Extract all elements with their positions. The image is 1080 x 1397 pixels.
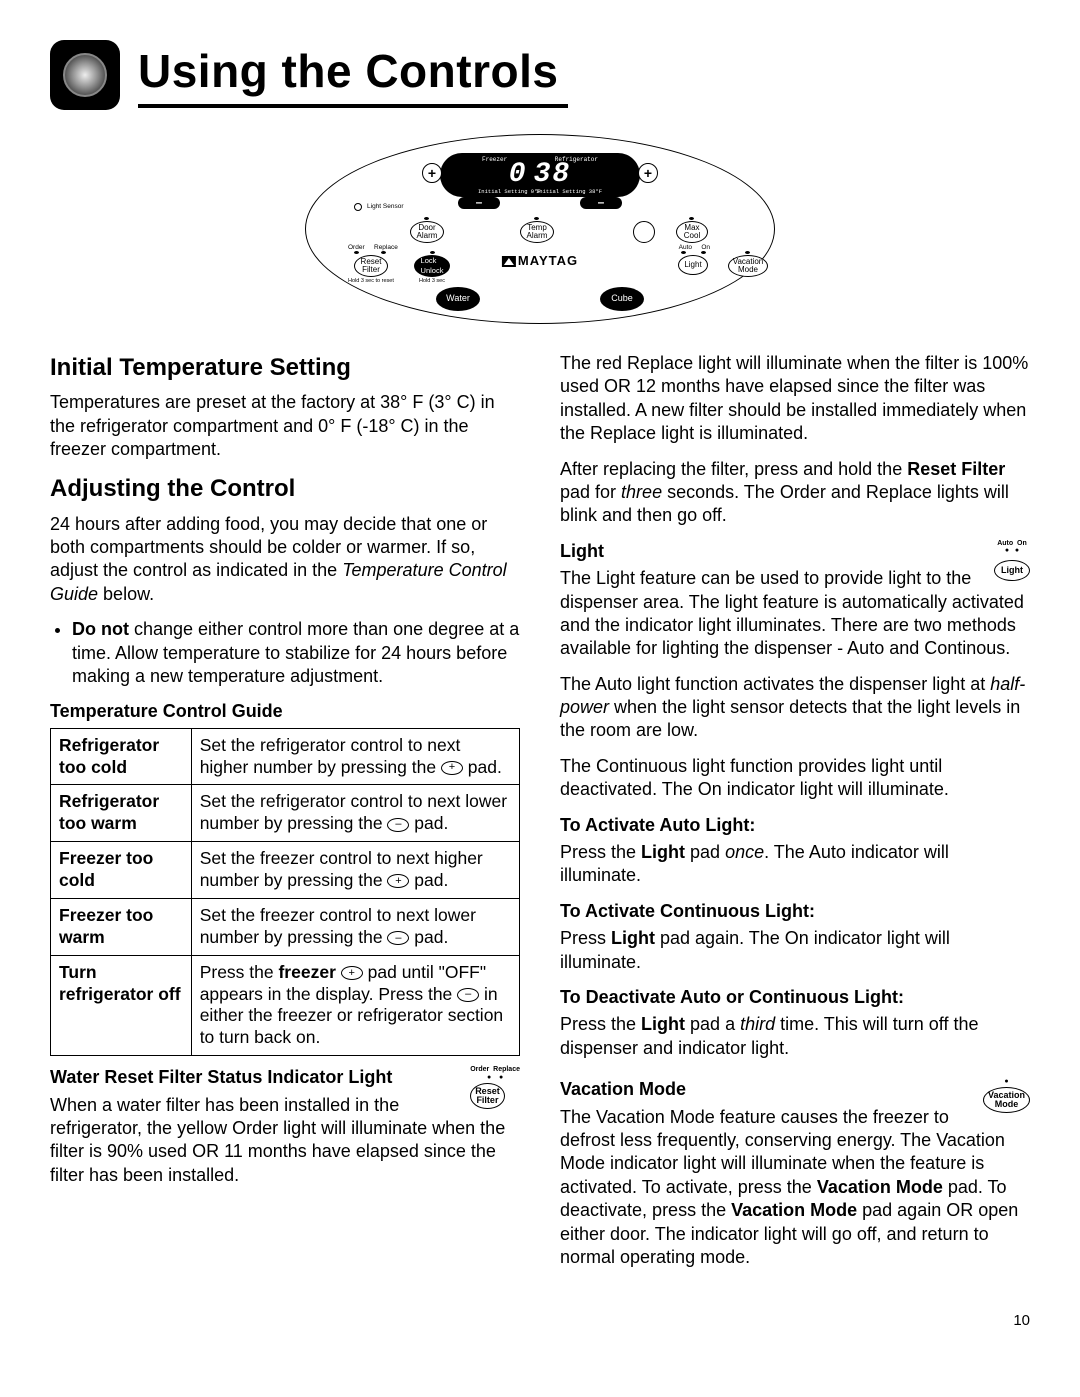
table-row: Turn refrigerator off Press the freezer …: [51, 955, 520, 1056]
door-alarm-button[interactable]: Door Alarm: [410, 221, 444, 243]
minus-icon: –: [387, 931, 409, 945]
deactivate-light-text: Press the Light pad a third time. This w…: [560, 1013, 1030, 1060]
table-row: Freezer too cold Set the freezer control…: [51, 842, 520, 899]
max-cool-button[interactable]: Max Cool: [676, 221, 708, 243]
lock-unlock-button[interactable]: Lock Unlock: [414, 255, 450, 277]
table-row: Refrigerator too cold Set the refrigerat…: [51, 728, 520, 785]
replace-light-text: The red Replace light will illuminate wh…: [560, 352, 1030, 446]
plus-icon: +: [387, 874, 409, 888]
initial-temp-text: Temperatures are preset at the factory a…: [50, 391, 520, 461]
right-column: The red Replace light will illuminate wh…: [560, 352, 1030, 1281]
page-header: Using the Controls: [50, 40, 1030, 110]
control-panel-figure: Freezer Refrigerator 0 38 Initial Settin…: [50, 134, 1030, 324]
page-title: Using the Controls: [138, 42, 568, 108]
adjusting-text: 24 hours after adding food, you may deci…: [50, 513, 520, 607]
reset-filter-icon: Order Replace● ● Reset Filter: [470, 1066, 520, 1109]
temperature-control-guide-table: Refrigerator too cold Set the refrigerat…: [50, 728, 520, 1057]
heading-adjusting: Adjusting the Control: [50, 473, 520, 504]
light-heading: Auto On● ● Light Light: [560, 540, 1030, 563]
freezer-plus-button[interactable]: +: [422, 163, 442, 183]
do-not-bullet: Do not change either control more than o…: [72, 618, 520, 688]
auto-light-heading: To Activate Auto Light:: [560, 814, 1030, 837]
temperature-display: Freezer Refrigerator 0 38 Initial Settin…: [440, 153, 640, 197]
continuous-light-text: Press Light pad again. The On indicator …: [560, 927, 1030, 974]
filter-text: When a water filter has been installed i…: [50, 1094, 520, 1188]
cube-button[interactable]: Cube: [600, 287, 644, 311]
water-button[interactable]: Water: [436, 287, 480, 311]
table-row: Refrigerator too warm Set the refrigerat…: [51, 785, 520, 842]
filter-heading: Order Replace● ● Reset Filter Water Rese…: [50, 1066, 520, 1089]
deactivate-light-heading: To Deactivate Auto or Continuous Light:: [560, 986, 1030, 1009]
brand-label: MAYTAG: [502, 253, 578, 270]
freezer-minus-button[interactable]: –: [458, 197, 500, 209]
light-button[interactable]: Light: [678, 255, 708, 275]
plus-icon: +: [341, 966, 363, 980]
light-icon: Auto On● ● Light: [994, 540, 1030, 581]
light-text-2: The Auto light function activates the di…: [560, 673, 1030, 743]
vacation-text: The Vacation Mode feature causes the fre…: [560, 1106, 1030, 1270]
vacation-mode-button[interactable]: Vacation Mode: [728, 255, 768, 277]
fridge-minus-button[interactable]: –: [580, 197, 622, 209]
reset-filter-button[interactable]: Reset Filter: [354, 255, 388, 277]
heading-initial-temp: Initial Temperature Setting: [50, 352, 520, 383]
round-button[interactable]: [633, 221, 655, 243]
auto-light-text: Press the Light pad once. The Auto indic…: [560, 841, 1030, 888]
table-row: Freezer too warm Set the freezer control…: [51, 898, 520, 955]
light-text-3: The Continuous light function provides l…: [560, 755, 1030, 802]
temp-alarm-button[interactable]: Temp Alarm: [520, 221, 554, 243]
light-sensor-icon: Light Sensor: [354, 195, 404, 218]
fridge-plus-button[interactable]: +: [638, 163, 658, 183]
plus-icon: +: [441, 761, 463, 775]
left-column: Initial Temperature Setting Temperatures…: [50, 352, 520, 1281]
light-text-1: The Light feature can be used to provide…: [560, 567, 1030, 661]
minus-icon: –: [457, 988, 479, 1002]
table-title: Temperature Control Guide: [50, 700, 520, 723]
vacation-icon: ● Vacation Mode: [983, 1078, 1030, 1113]
dial-icon: [50, 40, 120, 110]
reset-filter-instruction: After replacing the filter, press and ho…: [560, 458, 1030, 528]
page-number: 10: [50, 1311, 1030, 1331]
vacation-heading: ● Vacation Mode Vacation Mode: [560, 1078, 1030, 1101]
minus-icon: –: [387, 818, 409, 832]
continuous-light-heading: To Activate Continuous Light:: [560, 900, 1030, 923]
